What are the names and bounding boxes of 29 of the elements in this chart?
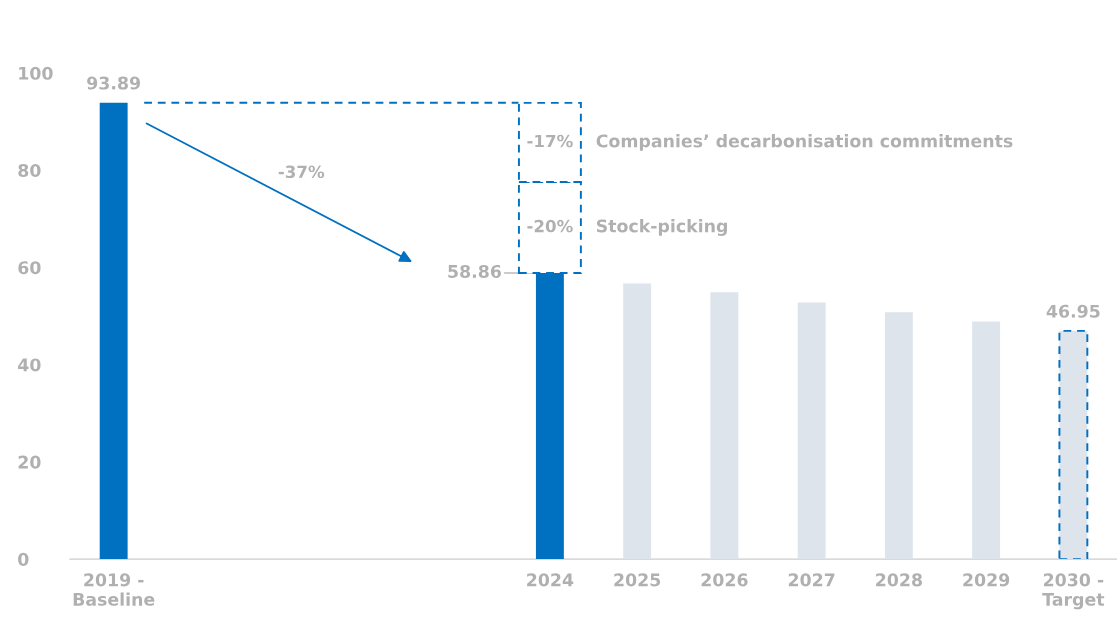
bar <box>797 302 826 560</box>
bar <box>972 321 1001 560</box>
bar <box>710 292 739 560</box>
y-tick-label: 40 <box>18 358 41 372</box>
bar <box>99 102 128 560</box>
x-tick-label: 2029 <box>963 573 1010 587</box>
annotation: -17% <box>527 134 573 148</box>
y-tick-label: 80 <box>18 163 41 178</box>
bar <box>1058 329 1089 560</box>
x-tick-label: 2027 <box>788 573 835 587</box>
annotation: -20% <box>527 219 573 233</box>
x-tick-label: 2025 <box>614 573 661 587</box>
y-tick-label: 60 <box>18 261 41 275</box>
annotation: -37% <box>278 165 325 179</box>
data-label: 93.89 <box>87 76 141 90</box>
x-tick-label: 2028 <box>876 573 922 587</box>
data-label: 46.95 <box>1046 304 1100 318</box>
y-tick-label: 100 <box>19 66 53 80</box>
bar <box>884 312 913 560</box>
data-label: 58.86 <box>448 264 501 279</box>
x-tick-label: 2026 <box>701 573 748 587</box>
y-tick-label: 20 <box>18 455 41 469</box>
x-tick-label: 2024 <box>527 573 574 587</box>
series-label: Companies’ decarbonisation commitments <box>596 134 1013 151</box>
bar <box>623 283 652 560</box>
y-tick-label: 0 <box>18 552 29 566</box>
x-tick-label: 2019 - Baseline <box>73 573 155 606</box>
x-tick-label: 2030 - Target <box>1042 573 1105 610</box>
series-label: Stock-picking <box>596 219 727 237</box>
